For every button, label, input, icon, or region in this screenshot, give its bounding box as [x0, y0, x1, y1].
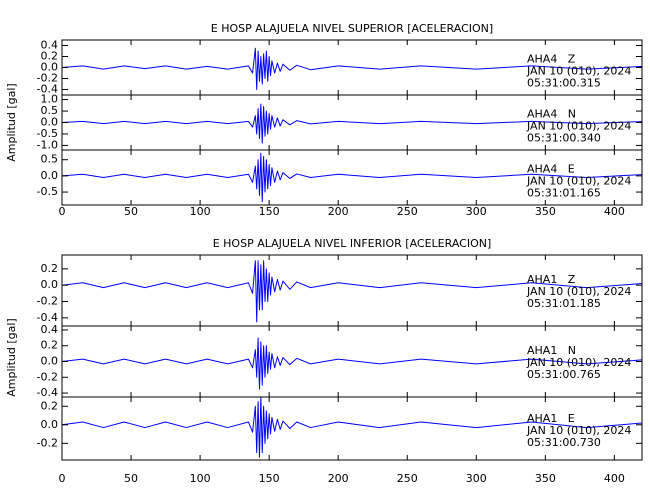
trace-annotation: JAN 10 (010), 2024 [526, 64, 631, 77]
y-tick-label: 0.5 [41, 153, 59, 166]
trace-annotation: JAN 10 (010), 2024 [526, 356, 631, 369]
y-tick-label: -0.2 [37, 436, 58, 449]
y-tick-label: 0.2 [41, 50, 59, 63]
y-tick-label: -0.5 [37, 127, 58, 140]
waveform [61, 47, 643, 90]
x-tick-label: 300 [466, 205, 487, 218]
x-tick-label: 400 [604, 205, 625, 218]
y-tick-label: -1.0 [37, 138, 58, 151]
trace-annotation: 05:31:00.340 [527, 131, 601, 144]
trace-annotation: AHA1 Z [527, 273, 576, 286]
trace-annotation: 05:31:00.765 [527, 368, 601, 381]
y-tick-label: -0.2 [37, 72, 58, 85]
waveform [61, 260, 643, 323]
waveform [61, 337, 643, 390]
trace-annotation: JAN 10 (010), 2024 [526, 285, 631, 298]
trace-annotation: 05:31:00.730 [527, 436, 601, 449]
y-tick-label: -0.4 [37, 83, 58, 96]
trace-annotation: AHA1 E [527, 412, 575, 425]
y-tick-label: 0.0 [41, 278, 59, 291]
x-tick-label: 200 [328, 472, 349, 485]
panel-frame [61, 396, 643, 461]
x-tick-label: 300 [466, 472, 487, 485]
waveform [61, 152, 643, 203]
x-tick-label: 250 [397, 472, 418, 485]
y-tick-label: 0.0 [41, 61, 59, 74]
y-tick-label: 0.5 [41, 104, 59, 117]
y-tick-label: -0.2 [37, 295, 58, 308]
trace-annotation: AHA4 N [527, 107, 576, 120]
trace-annotation: JAN 10 (010), 2024 [526, 424, 631, 437]
x-tick-label: 350 [535, 205, 556, 218]
x-tick-label: 200 [328, 205, 349, 218]
y-tick-label: -0.4 [37, 311, 58, 324]
y-tick-label: 0.4 [41, 323, 59, 336]
y-tick-label: 0.0 [41, 355, 59, 368]
y-tick-label: -0.4 [37, 386, 58, 399]
y-axis-label: Amplitud [gal] [5, 318, 18, 396]
x-tick-label: 50 [124, 472, 138, 485]
trace-annotation: AHA4 E [527, 162, 575, 175]
y-tick-label: -0.5 [37, 185, 58, 198]
panel-frame [61, 149, 643, 206]
x-tick-label: 150 [259, 205, 280, 218]
trace-annotation: 05:31:01.165 [527, 186, 601, 199]
x-tick-label: 100 [190, 205, 211, 218]
trace-annotation: AHA1 N [527, 344, 576, 357]
trace-annotation: 05:31:01.185 [527, 297, 601, 310]
waveform [61, 103, 643, 144]
waveform [61, 396, 643, 458]
y-tick-label: 0.4 [41, 39, 59, 52]
trace-annotation: JAN 10 (010), 2024 [526, 174, 631, 187]
x-tick-label: 50 [124, 205, 138, 218]
x-tick-label: 400 [604, 472, 625, 485]
x-tick-label: 100 [190, 472, 211, 485]
x-tick-label: 250 [397, 205, 418, 218]
x-tick-label: 0 [59, 472, 66, 485]
y-axis-label: Amplitud [gal] [5, 83, 18, 161]
y-tick-label: 0.0 [41, 418, 59, 431]
x-tick-label: 350 [535, 472, 556, 485]
y-tick-label: 1.0 [41, 93, 59, 106]
trace-annotation: JAN 10 (010), 2024 [526, 119, 631, 132]
y-tick-label: 0.0 [41, 169, 59, 182]
y-tick-label: -0.2 [37, 370, 58, 383]
chart-title: E HOSP ALAJUELA NIVEL INFERIOR [ACELERAC… [213, 237, 492, 250]
trace-annotation: AHA4 Z [527, 52, 576, 65]
y-tick-label: 0.2 [41, 339, 59, 352]
y-tick-label: 0.2 [41, 399, 59, 412]
y-tick-label: 0.2 [41, 262, 59, 275]
chart-title: E HOSP ALAJUELA NIVEL SUPERIOR [ACELERAC… [211, 22, 493, 35]
x-tick-label: 150 [259, 472, 280, 485]
x-tick-label: 0 [59, 205, 66, 218]
trace-annotation: 05:31:00.315 [527, 76, 601, 89]
y-tick-label: 0.0 [41, 116, 59, 129]
